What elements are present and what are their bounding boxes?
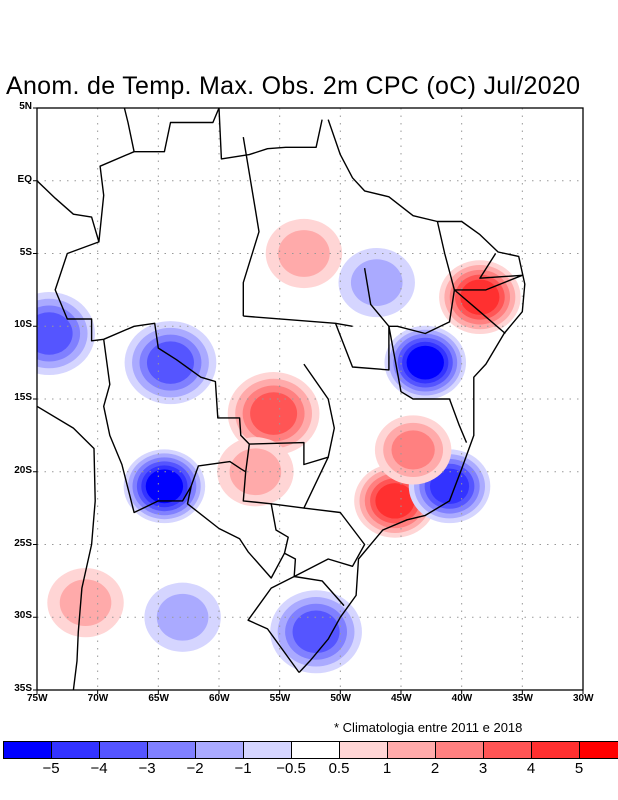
- x-tick-label: 45W: [391, 693, 412, 704]
- map-title: Anom. de Temp. Max. Obs. 2m CPC (oC) Jul…: [6, 72, 581, 100]
- y-tick-label: 5N: [19, 101, 32, 112]
- x-tick-label: 55W: [269, 693, 291, 704]
- anomaly-cell: [384, 325, 467, 400]
- anomaly-cell: [270, 590, 362, 674]
- anomaly-contour: [292, 610, 340, 654]
- border-venezuela: [123, 108, 135, 152]
- border-pi-ce: [388, 221, 456, 335]
- colorbar-segment: [580, 742, 618, 758]
- anomaly-cell: [47, 568, 124, 638]
- border-to-ma: [334, 267, 390, 371]
- y-tick-label: 25S: [14, 537, 32, 549]
- coastline-pacific: [37, 405, 96, 690]
- colorbar-segment: [196, 742, 244, 758]
- anomaly-contour: [145, 469, 184, 504]
- border-sp-pr-sc: [293, 507, 366, 578]
- colorbar-label: 5: [574, 760, 584, 777]
- anomaly-contour: [429, 468, 470, 505]
- anomaly-map: [33, 107, 584, 694]
- x-tick-label: 35W: [512, 693, 533, 704]
- anomaly-contour: [37, 312, 73, 355]
- colorbar-label: 1: [382, 760, 392, 777]
- colorbar-label: −0.5: [276, 760, 306, 777]
- colorbar-segment: [484, 742, 532, 758]
- colorbar-label: −5: [42, 760, 60, 777]
- colorbar-segment: [388, 742, 436, 758]
- anomaly-contour: [350, 259, 403, 306]
- colorbar-segment: [148, 742, 196, 758]
- anomaly-cell: [408, 449, 491, 524]
- colorbar-label: −1: [234, 760, 252, 777]
- anomaly-cell: [227, 372, 320, 456]
- y-tick-label: 30S: [14, 610, 32, 622]
- anomaly-contour: [460, 279, 500, 315]
- anomaly-cell: [338, 248, 415, 318]
- y-tick-label: 35S: [14, 683, 32, 694]
- anomaly-cell: [439, 260, 521, 335]
- colorbar-segment: [52, 742, 100, 758]
- colorbar-segment: [340, 742, 388, 758]
- colorbar-label: 0.5: [328, 760, 350, 777]
- x-tick-label: 70W: [87, 693, 109, 704]
- border-am-pa: [242, 136, 260, 317]
- anomaly-contour: [278, 230, 330, 277]
- colorbar-label: 3: [478, 760, 488, 777]
- colorbar-segment: [292, 742, 340, 758]
- anomaly-contour: [406, 345, 444, 380]
- border-peru-colombia: [37, 180, 100, 243]
- colorbar-segment: [100, 742, 148, 758]
- border-rs-sc: [294, 575, 345, 607]
- anomaly-cell: [374, 415, 452, 485]
- anomaly-contour: [391, 430, 435, 470]
- anomaly-cell: [144, 582, 221, 652]
- x-tick-label: 50W: [330, 693, 351, 704]
- border-guianas: [218, 108, 323, 160]
- y-tick-label: 5S: [19, 246, 32, 258]
- anomaly-contour: [146, 341, 194, 384]
- colorbar-label: −3: [138, 760, 156, 777]
- border-brazil-west: [54, 108, 300, 673]
- colorbar-segment: [436, 742, 484, 758]
- anomaly-contour: [375, 483, 415, 519]
- y-tick-label: 10S: [14, 319, 32, 331]
- anomaly-cell: [37, 292, 95, 376]
- border-ms-sp: [271, 456, 329, 509]
- y-tick-label: 15S: [14, 392, 32, 403]
- coastline-south-america-east: [298, 119, 526, 673]
- border-bolivia-paraguay: [103, 339, 247, 514]
- colorbar-label: −4: [90, 760, 108, 777]
- colorbar-segment: [4, 742, 52, 758]
- colorbar-segment: [244, 742, 292, 758]
- colorbar-label: 2: [430, 760, 440, 777]
- anomaly-contour: [59, 579, 112, 627]
- colorbar: [3, 741, 618, 759]
- x-tick-label: 40W: [451, 693, 473, 704]
- x-tick-label: 30W: [573, 693, 594, 704]
- border-pe-pb-rn: [453, 253, 523, 335]
- anomaly-contour: [156, 593, 209, 641]
- colorbar-segment: [532, 742, 580, 758]
- anomaly-cell: [124, 321, 217, 405]
- climatology-note: * Climatologia entre 2011 e 2018: [334, 720, 523, 735]
- anomaly-contour: [250, 392, 298, 435]
- border-mg-ba: [388, 326, 468, 443]
- y-tick-label: 20S: [14, 464, 32, 476]
- anomaly-cell: [265, 218, 343, 289]
- x-tick-label: 60W: [209, 693, 230, 704]
- colorbar-label: −2: [186, 760, 204, 777]
- y-tick-label: EQ: [17, 173, 32, 185]
- x-tick-label: 75W: [27, 693, 48, 704]
- colorbar-label: 4: [526, 760, 536, 777]
- border-argentina-paraguay: [186, 486, 286, 579]
- x-tick-label: 65W: [148, 693, 169, 704]
